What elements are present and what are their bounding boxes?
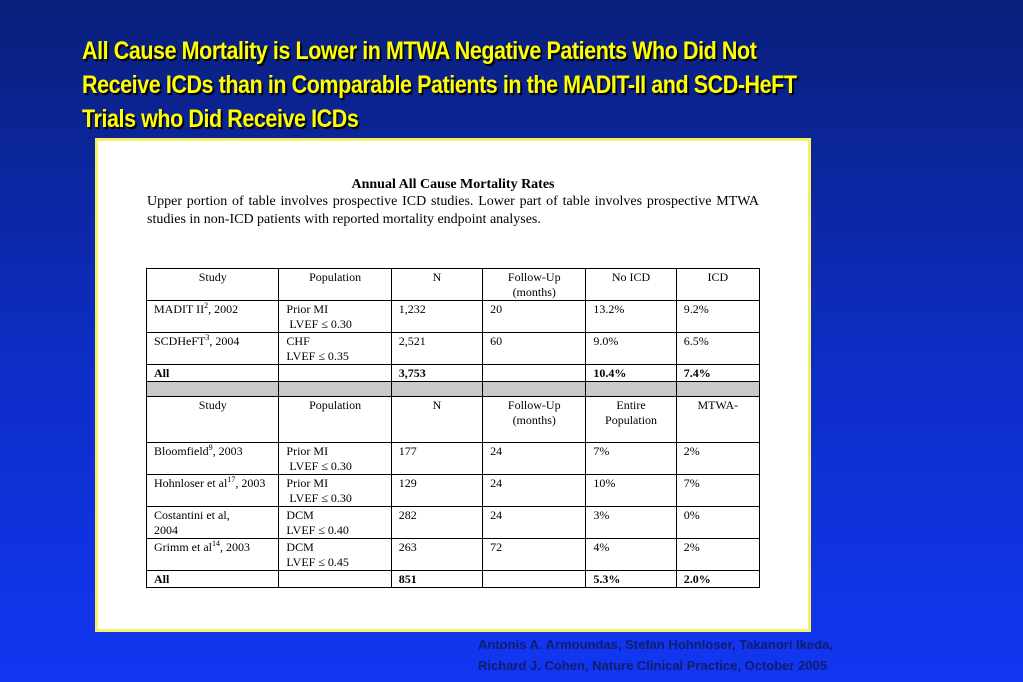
total-row: All 851 5.3% 2.0% [145,570,761,588]
empty-cell [278,570,392,588]
lower-header-row: Study Population N Follow-Up (months) En… [145,396,761,443]
header-cell: Entire Population [585,396,677,443]
table-row: Costantini et al, 2004 DCM LVEF ≤ 0.40 282… [145,506,761,539]
total-n: 851 [390,570,484,588]
mtwa-neg-cell: 2% [675,538,761,571]
table-row: Grimm et al14, 2003 DCM LVEF ≤ 0.45 263 7… [145,538,761,571]
empty-cell [278,364,392,382]
population-cell: Prior MI LVEF ≤ 0.30 [278,300,392,333]
citation: Antonis A. Armoundas, Stefan Hohnloser, … [478,634,833,676]
population-cell: Prior MI LVEF ≤ 0.30 [278,474,392,507]
header-cell: N [390,268,484,301]
table-row: Bloomfield9, 2003 Prior MI LVEF ≤ 0.30 17… [145,442,761,475]
total-label: All [145,364,280,382]
citation-line: Richard J. Cohen, Nature Clinical Practi… [478,658,827,673]
header-cell: Follow-Up (months) [482,396,587,443]
n-cell: 263 [390,538,484,571]
empty-cell [482,570,587,588]
study-cell: Costantini et al, 2004 [145,506,280,539]
total-mtwa-neg: 2.0% [675,570,761,588]
header-cell: Follow-Up (months) [482,268,587,301]
icd-cell: 9.2% [675,300,761,333]
total-n: 3,753 [390,364,484,382]
study-cell: MADIT II2, 2002 [145,300,280,333]
n-cell: 129 [390,474,484,507]
header-cell: No ICD [585,268,677,301]
entire-pop-cell: 3% [585,506,677,539]
header-cell: MTWA- [675,396,761,443]
table-row: MADIT II2, 2002 Prior MI LVEF ≤ 0.30 1,23… [145,300,761,333]
header-cell: Population [278,396,392,443]
header-cell: Population [278,268,392,301]
table-figure: Annual All Cause Mortality Rates Upper p… [95,138,811,632]
header-cell: ICD [675,268,761,301]
table-row: Hohnloser et al17, 2003 Prior MI LVEF ≤ 0… [145,474,761,507]
no-icd-cell: 9.0% [585,332,677,365]
study-cell: Bloomfield9, 2003 [145,442,280,475]
entire-pop-cell: 10% [585,474,677,507]
figure-title: Annual All Cause Mortality Rates [351,177,555,192]
followup-cell: 20 [482,300,587,333]
n-cell: 282 [390,506,484,539]
mtwa-neg-cell: 2% [675,442,761,475]
slide-title: All Cause Mortality is Lower in MTWA Neg… [82,37,797,133]
mtwa-neg-cell: 0% [675,506,761,539]
citation-line: Antonis A. Armoundas, Stefan Hohnloser, … [478,637,833,652]
header-cell: Study [145,268,280,301]
mtwa-neg-cell: 7% [675,474,761,507]
population-cell: Prior MI LVEF ≤ 0.30 [278,442,392,475]
entire-pop-cell: 4% [585,538,677,571]
followup-cell: 24 [482,506,587,539]
study-cell: Hohnloser et al17, 2003 [145,474,280,507]
n-cell: 177 [390,442,484,475]
header-cell: Study [145,396,280,443]
followup-cell: 24 [482,442,587,475]
study-cell: SCDHeFT3, 2004 [145,332,280,365]
total-icd: 7.4% [675,364,761,382]
followup-cell: 24 [482,474,587,507]
empty-cell [482,364,587,382]
figure-description: Upper portion of table involves prospect… [147,194,759,227]
icd-cell: 6.5% [675,332,761,365]
followup-cell: 60 [482,332,587,365]
total-entire-pop: 5.3% [585,570,677,588]
study-cell: Grimm et al14, 2003 [145,538,280,571]
table-row: SCDHeFT3, 2004 CHF LVEF ≤ 0.35 2,521 60 9… [145,332,761,365]
n-cell: 2,521 [390,332,484,365]
mortality-table: Study Population N Follow-Up (months) No… [145,268,761,588]
header-cell: N [390,396,484,443]
no-icd-cell: 13.2% [585,300,677,333]
population-cell: CHF LVEF ≤ 0.35 [278,332,392,365]
entire-pop-cell: 7% [585,442,677,475]
upper-header-row: Study Population N Follow-Up (months) No… [145,268,761,301]
total-no-icd: 10.4% [585,364,677,382]
total-row: All 3,753 10.4% 7.4% [145,364,761,382]
separator-row [145,381,761,397]
total-label: All [145,570,280,588]
followup-cell: 72 [482,538,587,571]
population-cell: DCM LVEF ≤ 0.45 [278,538,392,571]
population-cell: DCM LVEF ≤ 0.40 [278,506,392,539]
n-cell: 1,232 [390,300,484,333]
